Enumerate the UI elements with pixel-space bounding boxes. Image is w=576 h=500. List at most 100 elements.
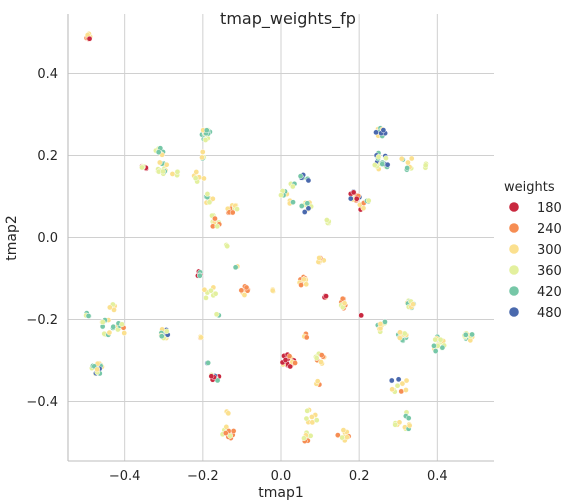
scatter-point <box>403 387 409 393</box>
scatter-point <box>99 319 106 325</box>
y-tick-label: 0.0 <box>37 231 58 246</box>
scatter-point <box>139 164 145 171</box>
scatter-point <box>313 355 320 361</box>
legend: weights 180 240 300 360 420 480 <box>504 180 562 321</box>
scatter-point <box>408 155 415 162</box>
x-tick-label: 0.0 <box>271 469 292 484</box>
y-tick-label: 0.4 <box>37 67 58 82</box>
grid <box>68 14 494 461</box>
scatter-point <box>399 380 406 387</box>
scatter-point <box>404 165 410 171</box>
scatter-point <box>335 432 341 438</box>
scatter-point <box>305 177 312 184</box>
scatter-point <box>388 377 395 384</box>
scatter-point <box>301 209 308 215</box>
scatter-point <box>201 175 207 182</box>
scatter-point <box>212 290 219 297</box>
scatter-point <box>86 35 93 42</box>
scatter-point <box>405 415 412 421</box>
axes-spines <box>67 14 494 462</box>
scatter-point <box>304 408 311 414</box>
scatter-point <box>344 434 350 440</box>
legend-label: 360 <box>537 264 562 279</box>
scatter-point <box>230 428 237 434</box>
scatter-point <box>358 312 365 319</box>
scatter-point <box>392 421 399 428</box>
scatter-point <box>198 334 204 341</box>
scatter-point <box>422 162 429 169</box>
scatter-point <box>309 419 316 426</box>
scatter-point <box>205 360 211 366</box>
legend-title: weights <box>504 180 555 195</box>
scatter-point <box>298 282 304 288</box>
legend-marker <box>509 265 519 275</box>
scatter-points <box>83 31 475 444</box>
scatter-point <box>213 311 220 318</box>
scatter-point <box>353 195 360 202</box>
scatter-point <box>339 434 345 441</box>
x-tick-label: 0.4 <box>427 469 448 484</box>
scatter-point <box>158 333 165 340</box>
scatter-point <box>204 191 211 197</box>
scatter-point <box>210 195 216 202</box>
scatter-point <box>202 137 209 143</box>
legend-label: 240 <box>537 222 562 237</box>
scatter-point <box>301 276 307 283</box>
scatter-point <box>324 217 330 223</box>
scatter-point <box>298 203 305 209</box>
scatter-point <box>206 199 213 206</box>
scatter-point <box>238 287 245 294</box>
scatter-point <box>406 422 413 429</box>
scatter-point <box>286 353 293 359</box>
scatter-point <box>174 168 181 175</box>
scatter-point <box>439 344 446 351</box>
scatter-point <box>383 155 389 162</box>
scatter-point <box>224 243 231 249</box>
scatter-point <box>214 223 221 230</box>
scatter-point <box>432 348 439 354</box>
scatter-point <box>111 307 117 313</box>
scatter-point <box>323 293 329 299</box>
legend-marker <box>509 223 519 233</box>
x-axis-ticks: −0.4 −0.2 0.0 0.2 0.4 <box>109 469 448 484</box>
scatter-point <box>199 154 205 161</box>
y-tick-label: −0.2 <box>26 313 58 328</box>
scatter-point <box>437 336 444 343</box>
legend-label: 180 <box>537 201 562 216</box>
scatter-point <box>121 330 128 336</box>
legend-label: 480 <box>537 306 562 321</box>
scatter-point <box>431 342 437 349</box>
scatter-point <box>106 329 113 336</box>
scatter-point <box>373 129 379 136</box>
scatter-point <box>394 382 401 389</box>
scatter-point <box>243 284 250 291</box>
scatter-point <box>297 173 304 179</box>
y-tick-label: 0.2 <box>37 149 58 164</box>
legend-marker <box>509 244 519 254</box>
x-tick-label: −0.4 <box>109 469 141 484</box>
scatter-point <box>350 189 357 196</box>
scatter-point <box>278 192 284 198</box>
scatter-point <box>303 281 310 288</box>
scatter-point <box>85 313 92 319</box>
x-tick-label: −0.2 <box>187 469 219 484</box>
scatter-point <box>384 161 391 168</box>
scatter-point <box>289 183 296 190</box>
scatter-point <box>156 159 163 166</box>
scatter-point <box>469 331 475 338</box>
legend-marker <box>509 286 519 296</box>
scatter-point <box>269 287 276 294</box>
scatter-point <box>160 168 166 175</box>
scatter-point <box>94 366 100 373</box>
x-axis-label: tmap1 <box>258 485 304 500</box>
scatter-point <box>316 255 322 261</box>
scatter-point <box>196 272 203 279</box>
scatter-point <box>208 287 214 294</box>
scatter-point <box>212 215 218 222</box>
scatter-point <box>155 149 162 156</box>
scatter-point <box>396 419 403 426</box>
y-tick-label: −0.4 <box>26 395 58 410</box>
legend-marker <box>509 202 519 212</box>
scatter-point <box>163 161 170 168</box>
